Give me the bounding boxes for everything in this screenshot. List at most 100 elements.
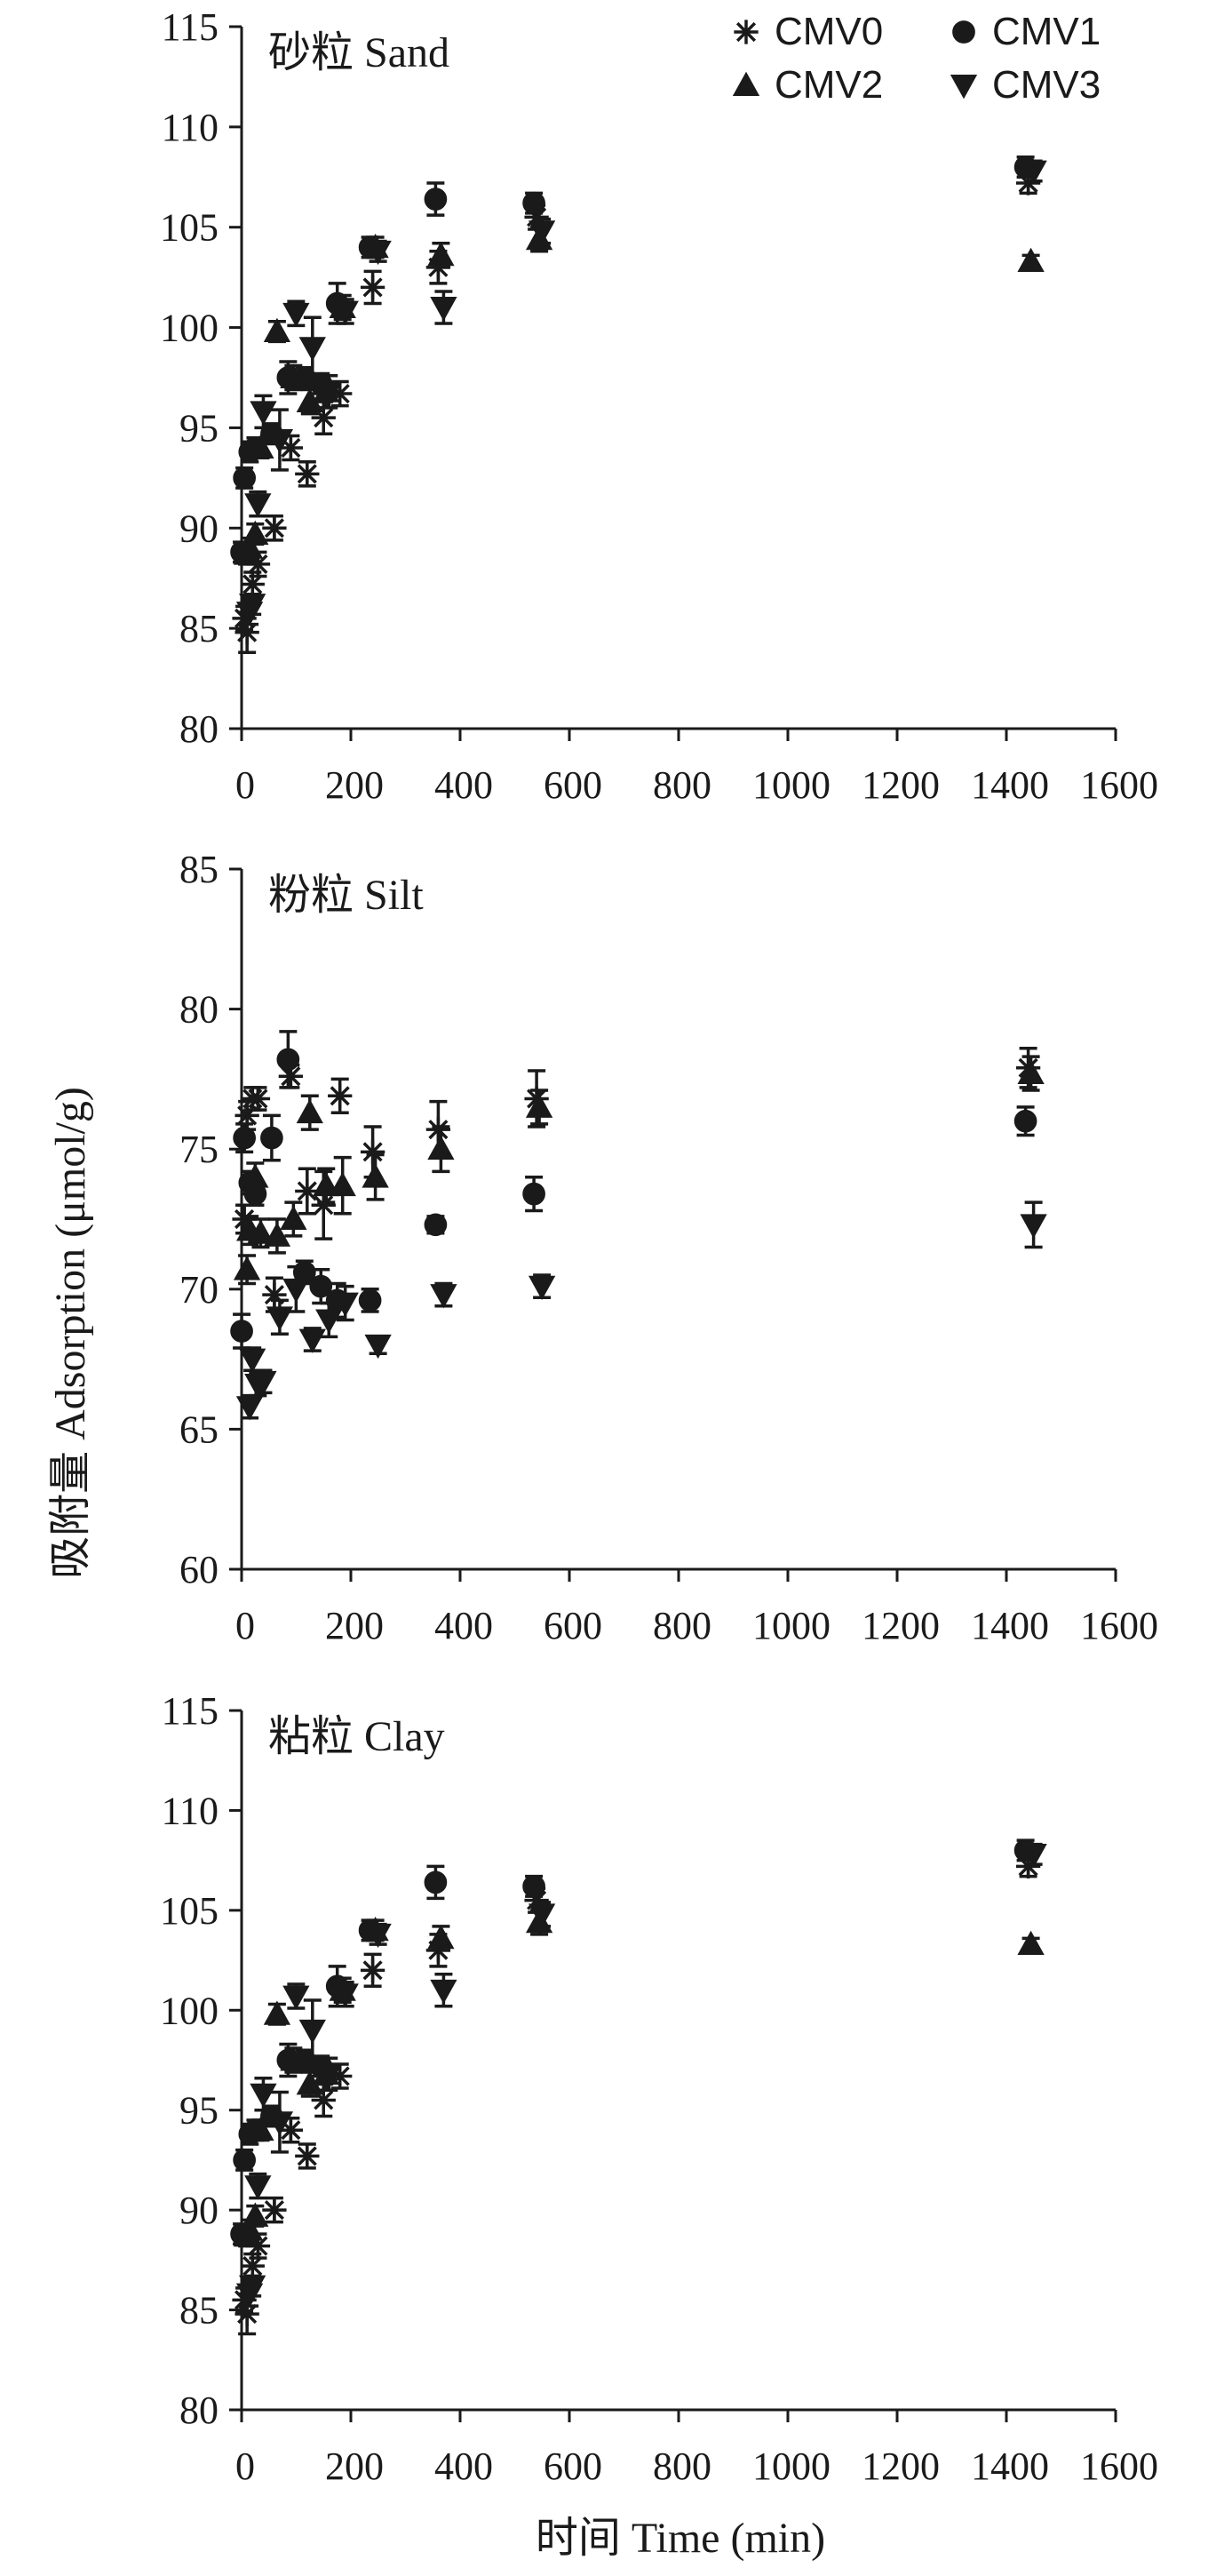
x-tick-label: 1200 (862, 763, 940, 807)
data-point-cmv3 (282, 302, 310, 328)
data-point-cmv0 (360, 1958, 385, 1982)
data-point-cmv1 (233, 467, 256, 490)
legend-label: CMV3 (992, 63, 1101, 107)
y-tick-label: 110 (162, 106, 219, 149)
x-tick-label: 1400 (971, 2444, 1049, 2488)
data-point-cmv3 (528, 220, 556, 245)
x-tick-label: 800 (653, 2444, 711, 2488)
y-tick-label: 95 (179, 406, 219, 450)
data-point-cmv2 (427, 241, 455, 267)
x-tick-label: 0 (235, 1604, 255, 1647)
y-tick-label: 75 (179, 1128, 219, 1171)
y-tick-label: 105 (160, 206, 219, 250)
data-point-cmv2 (427, 1135, 455, 1160)
x-tick-label: 1600 (1080, 763, 1158, 807)
data-point-cmv2 (242, 2202, 269, 2227)
data-point-cmv3 (266, 429, 294, 454)
y-tick-label: 95 (179, 2089, 219, 2133)
y-tick-label: 100 (160, 307, 219, 350)
data-point-cmv1 (522, 1182, 545, 1206)
panel-1: 80 85 90 95 100 105 110 115 0 200 400 600 800 1000 120… (160, 5, 1158, 807)
y-tick-label: 115 (162, 1689, 219, 1733)
x-tick-label: 1000 (752, 2444, 831, 2488)
series-cmv0 (232, 1854, 1041, 2336)
data-point-cmv3 (331, 1292, 359, 1317)
data-point-cmv0 (734, 20, 759, 44)
data-point-cmv0 (360, 1139, 385, 1165)
data-point-cmv2 (427, 1925, 455, 1950)
y-tick-label: 80 (179, 2389, 219, 2432)
series-cmv3 (235, 159, 1047, 626)
y-tick-label: 85 (179, 607, 219, 650)
y-tick-label: 80 (179, 988, 219, 1032)
data-point-cmv1 (424, 1870, 448, 1894)
data-point-cmv0 (311, 1192, 336, 1217)
data-point-cmv2 (1017, 1059, 1045, 1085)
data-point-cmv0 (234, 620, 259, 645)
x-tick-label: 0 (235, 2444, 255, 2488)
data-point-cmv3 (298, 337, 326, 362)
y-tick-label: 105 (160, 1889, 219, 1933)
data-point-cmv2 (280, 363, 307, 388)
data-point-cmv3 (298, 1328, 326, 1353)
data-point-cmv0 (262, 1282, 287, 1307)
data-point-cmv3 (250, 2083, 277, 2109)
panel-title: 粉粒 Silt (268, 872, 424, 919)
data-point-cmv2 (1017, 247, 1045, 273)
data-point-cmv2 (247, 434, 274, 459)
data-point-cmv3 (430, 297, 457, 322)
x-tick-label: 400 (434, 2444, 493, 2488)
data-point-cmv0 (295, 2143, 320, 2169)
data-point-cmv3 (528, 1903, 556, 1928)
data-point-cmv3 (364, 1923, 392, 1949)
data-point-cmv2 (263, 1222, 291, 1247)
data-point-cmv2 (329, 1171, 356, 1197)
x-tick-label: 400 (434, 1604, 493, 1647)
data-point-cmv3 (266, 1306, 294, 1331)
data-point-cmv3 (430, 1979, 457, 2005)
data-point-cmv3 (430, 1284, 457, 1309)
data-point-cmv0 (328, 1083, 353, 1108)
data-point-cmv2 (236, 534, 264, 559)
legend-item-cmv2: CMV2 (732, 63, 883, 107)
data-point-cmv1 (276, 1048, 300, 1072)
data-point-cmv3 (364, 1334, 392, 1360)
series-cmv2 (233, 1055, 1045, 1286)
data-point-cmv2 (263, 317, 291, 343)
legend-label: CMV2 (775, 63, 883, 107)
x-tick-label: 800 (653, 763, 711, 807)
panel-2: 60 65 70 75 80 85 0 200 400 600 800 1000 1200 1400 160… (179, 848, 1158, 1647)
data-point-cmv1 (358, 1288, 382, 1312)
x-tick-label: 1400 (971, 763, 1049, 807)
data-point-cmv3 (239, 1348, 266, 1373)
legend-item-cmv0: CMV0 (734, 10, 883, 53)
data-point-cmv0 (262, 515, 287, 540)
series-cmv0 (232, 171, 1041, 654)
data-point-cmv0 (295, 461, 320, 486)
y-tick-label: 85 (179, 848, 219, 891)
data-point-cmv2 (362, 1163, 389, 1188)
x-tick-label: 800 (653, 1604, 711, 1647)
data-point-cmv2 (236, 2216, 264, 2241)
y-tick-label: 60 (179, 1548, 219, 1591)
data-point-cmv3 (282, 1278, 310, 1304)
data-point-cmv3 (244, 2175, 272, 2200)
data-point-cmv1 (424, 187, 448, 211)
data-point-cmv2 (247, 1219, 274, 1244)
data-point-cmv1 (260, 1126, 283, 1150)
data-point-cmv1 (522, 1875, 545, 1898)
y-tick-label: 100 (160, 1989, 219, 2032)
data-point-cmv2 (280, 2046, 307, 2071)
data-point-cmv2 (263, 2000, 291, 2025)
x-tick-label: 400 (434, 763, 493, 807)
data-point-cmv2 (525, 1093, 553, 1118)
data-point-cmv3 (315, 1309, 343, 1334)
legend-label: CMV0 (775, 10, 883, 53)
series-cmv2 (233, 1909, 1045, 2248)
data-point-cmv3 (315, 2063, 343, 2088)
data-point-cmv1 (233, 2149, 256, 2172)
x-tick-label: 1200 (862, 1604, 940, 1647)
panel-title: 砂粒 Sand (268, 29, 449, 76)
